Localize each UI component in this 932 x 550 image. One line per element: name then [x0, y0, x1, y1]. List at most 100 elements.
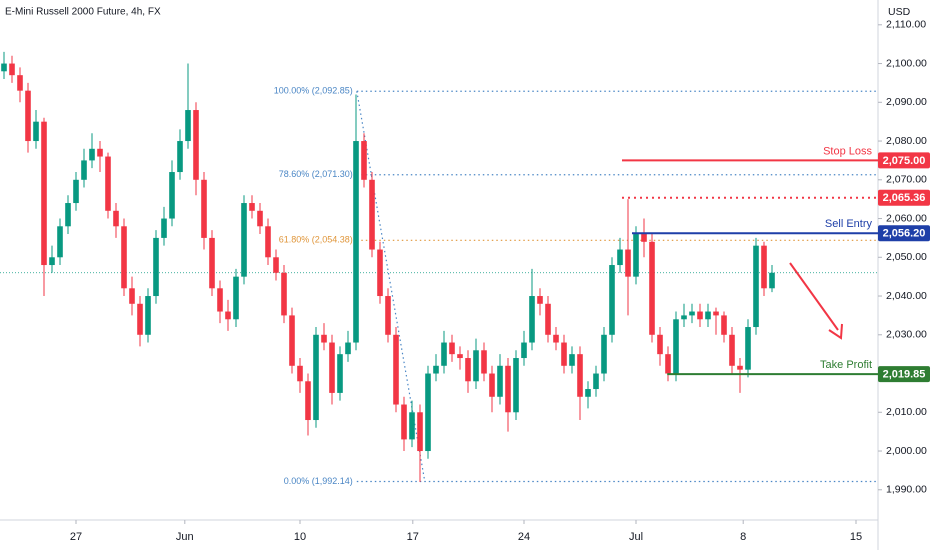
candle-body: [745, 327, 751, 370]
price-box: [878, 152, 930, 169]
candle-body: [577, 354, 583, 397]
candle-body: [137, 303, 143, 335]
price-box-label: 2,019.85: [883, 369, 926, 381]
price-box-label: 2,075.00: [883, 155, 926, 167]
candle-body: [9, 63, 15, 76]
candle-body: [345, 342, 351, 355]
x-tick-label: Jul: [629, 531, 643, 543]
candle-body: [489, 373, 495, 397]
candle-body: [329, 342, 335, 393]
candle-body: [89, 148, 95, 161]
y-tick-label: 2,000.00: [886, 445, 927, 457]
x-tick-label: 15: [850, 531, 862, 543]
candle-body: [1, 63, 7, 72]
candle-body: [465, 358, 471, 382]
x-tick-label: 10: [294, 531, 306, 543]
x-tick-label: 8: [740, 531, 746, 543]
candle-body: [609, 265, 615, 335]
candle-body: [41, 121, 47, 266]
candle-body: [57, 226, 63, 258]
candle-body: [569, 354, 575, 366]
level-name: Stop Loss: [823, 145, 872, 157]
candle-body: [649, 241, 655, 335]
candle-body: [641, 234, 647, 242]
candle-body: [633, 234, 639, 277]
candle-body: [601, 334, 607, 374]
candle-body: [697, 311, 703, 320]
candle-body: [185, 110, 191, 142]
y-tick-label: 2,100.00: [886, 57, 927, 69]
candle-body: [17, 75, 23, 91]
candle-body: [513, 358, 519, 413]
candle-body: [761, 245, 767, 289]
x-tick-label: Jun: [176, 531, 194, 543]
candle-body: [393, 334, 399, 405]
level-name: Take Profit: [820, 359, 872, 371]
candle-body: [673, 319, 679, 374]
candle-body: [545, 303, 551, 335]
candle-body: [273, 257, 279, 273]
candle-body: [49, 257, 55, 266]
candle-body: [657, 334, 663, 355]
candle-body: [753, 245, 759, 328]
candle-body: [337, 354, 343, 393]
candle-body: [321, 334, 327, 343]
candle-body: [305, 381, 311, 421]
candle-body: [561, 342, 567, 366]
price-box-label: 2,056.20: [883, 228, 926, 240]
candle-body: [113, 210, 119, 227]
candle-body: [257, 210, 263, 227]
candle-body: [625, 249, 631, 277]
candle-body: [425, 373, 431, 452]
candle-body: [705, 311, 711, 320]
chart-title: E-Mini Russell 2000 Future, 4h, FX: [5, 7, 161, 18]
fib-label: 61.80% (2,054.38): [279, 235, 353, 245]
candle-body: [505, 365, 511, 413]
candle-body: [193, 110, 199, 180]
currency-label: USD: [888, 6, 911, 18]
candle-body: [249, 203, 255, 211]
candle-body: [313, 334, 319, 421]
candle-body: [769, 272, 775, 289]
level-name: Sell Entry: [825, 218, 873, 230]
y-tick-label: 1,990.00: [886, 484, 927, 496]
candle-body: [481, 350, 487, 374]
candle-body: [33, 121, 39, 142]
candle-body: [281, 272, 287, 316]
candle-body: [65, 203, 71, 227]
candle-body: [521, 342, 527, 359]
candle-body: [97, 148, 103, 157]
arrow-head: [828, 323, 843, 340]
candle-body: [689, 311, 695, 316]
price-box: [878, 366, 930, 383]
candle-body: [537, 296, 543, 304]
candle-body: [409, 412, 415, 440]
candle-body: [737, 365, 743, 370]
candle-body: [353, 141, 359, 343]
candle-body: [201, 179, 207, 238]
y-tick-label: 2,050.00: [886, 251, 927, 263]
candle-body: [585, 389, 591, 397]
candle-body: [721, 315, 727, 335]
candle-body: [81, 160, 87, 180]
candle-body: [241, 203, 247, 277]
candle-body: [361, 141, 367, 180]
candle-body: [129, 288, 135, 304]
fib-trend-line: [356, 91, 426, 482]
candle-body: [457, 354, 463, 359]
arrow: [789, 262, 839, 331]
y-tick-label: 2,060.00: [886, 212, 927, 224]
candle-body: [289, 315, 295, 366]
candle-body: [297, 365, 303, 382]
x-tick-label: 17: [407, 531, 419, 543]
candle-body: [25, 90, 31, 142]
y-tick-label: 2,030.00: [886, 329, 927, 341]
candle-body: [161, 218, 167, 238]
candle-body: [369, 179, 375, 250]
candle-body: [729, 334, 735, 366]
y-tick-label: 2,080.00: [886, 135, 927, 147]
y-tick-label: 2,090.00: [886, 96, 927, 108]
fib-label: 78.60% (2,071.30): [279, 169, 353, 179]
